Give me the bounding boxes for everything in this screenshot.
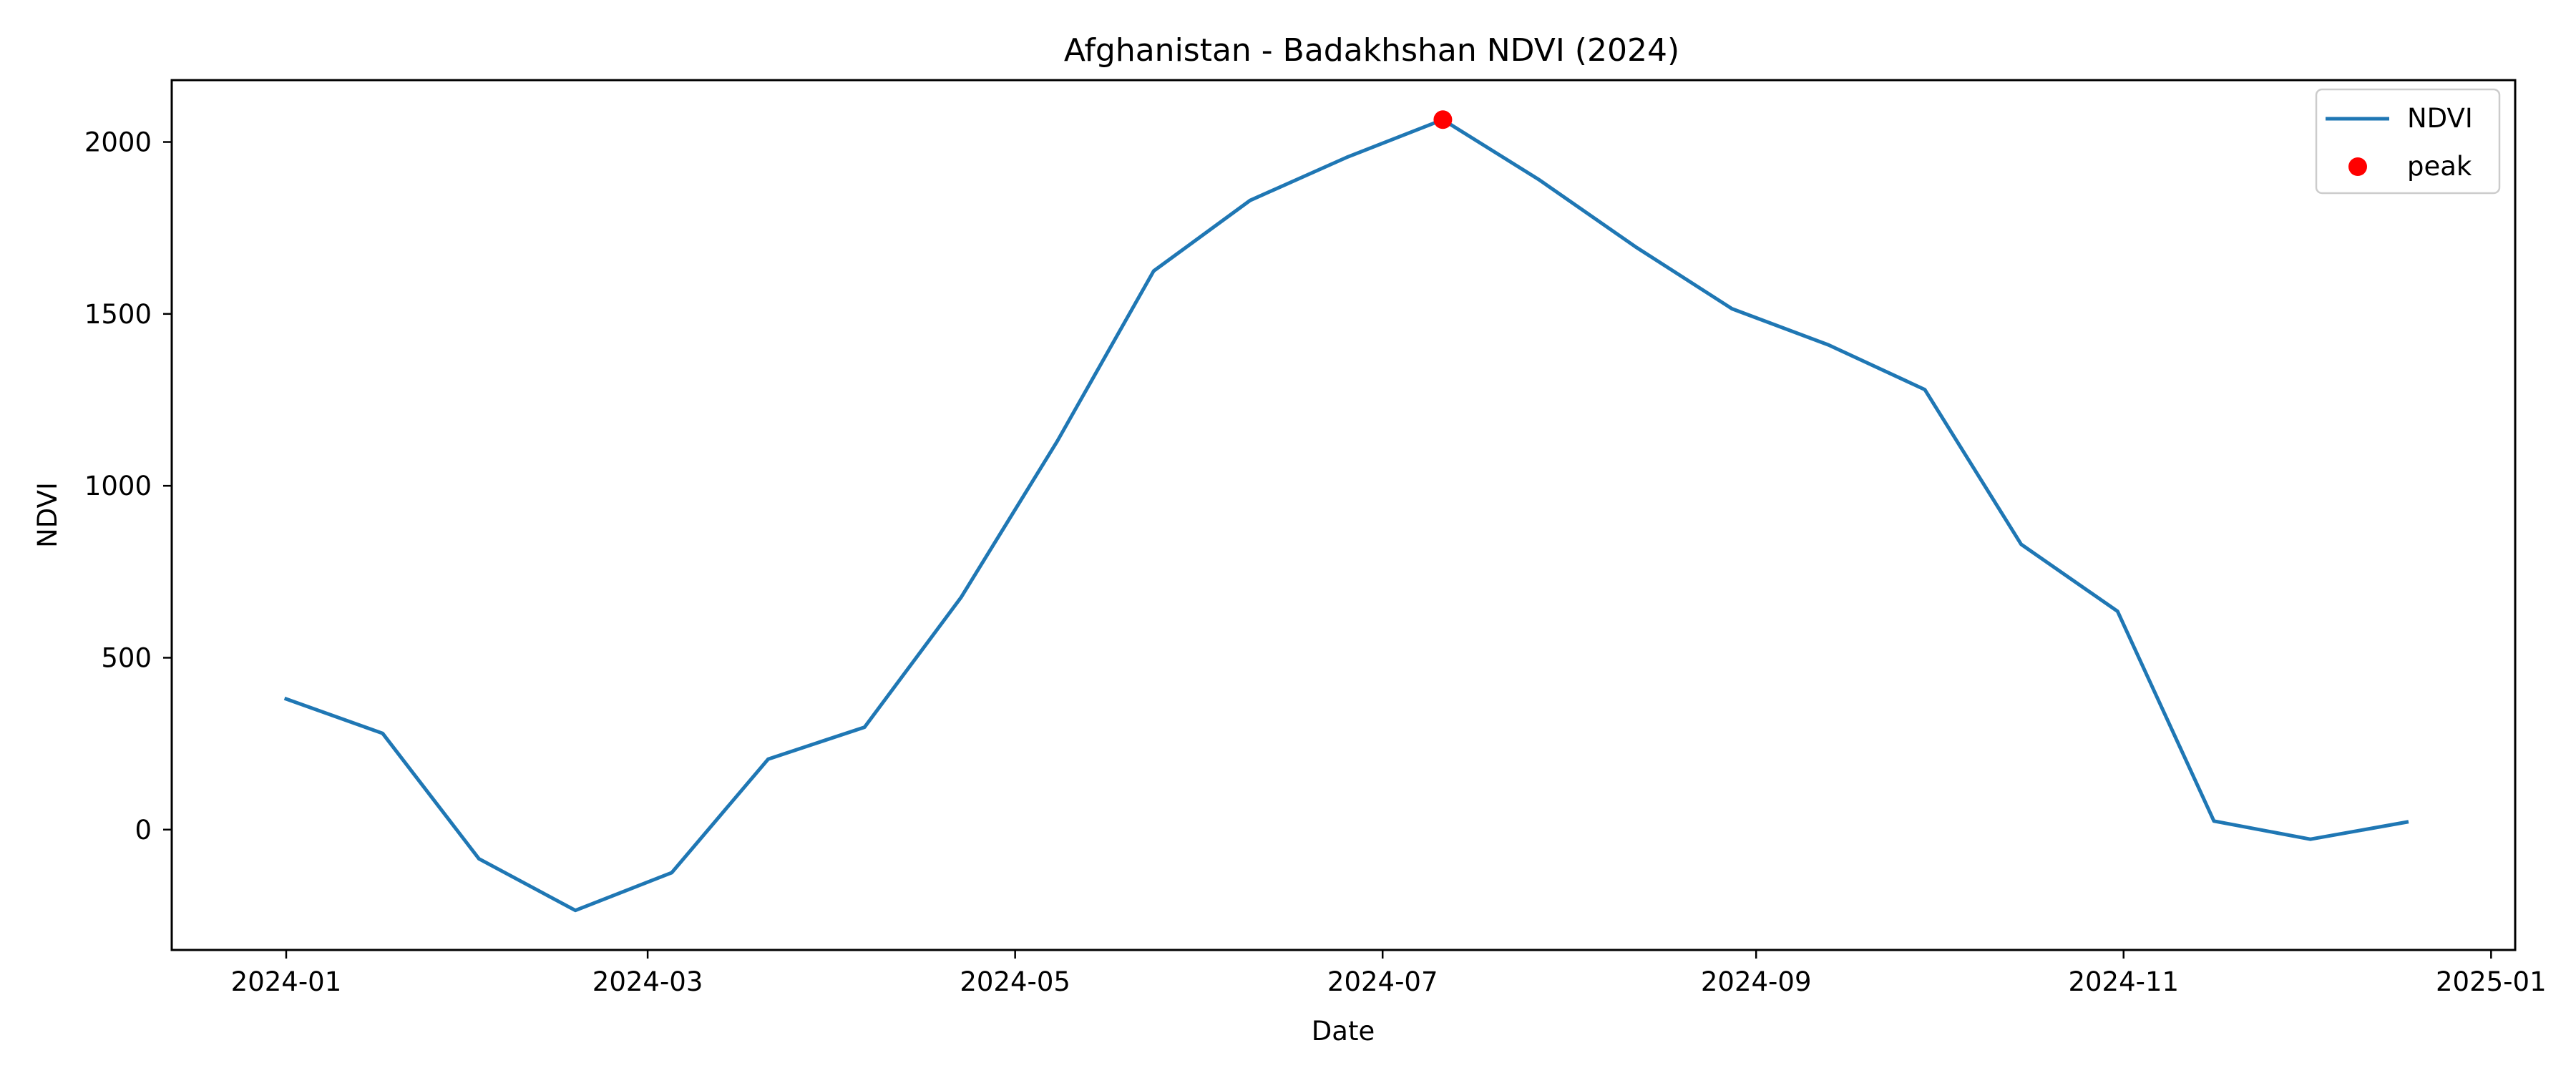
legend-peak-marker <box>2348 157 2367 176</box>
legend-ndvi-label: NDVI <box>2407 103 2473 134</box>
x-tick-label: 2025-01 <box>2436 966 2547 997</box>
peak-point <box>1433 110 1453 129</box>
x-tick-label: 2024-03 <box>592 966 703 997</box>
x-axis-ticks: 2024-01 2024-03 2024-05 2024-07 2024-09 2024-… <box>231 950 2547 997</box>
y-tick-label: 2000 <box>84 127 152 158</box>
y-tick-label: 1000 <box>84 471 152 501</box>
x-tick-label: 2024-05 <box>960 966 1070 997</box>
x-tick-label: 2024-11 <box>2068 966 2179 997</box>
plot-frame <box>170 79 2517 951</box>
y-tick-label: 500 <box>101 642 152 673</box>
y-axis-label: NDVI <box>32 482 63 548</box>
x-axis-label: Date <box>1312 1016 1375 1047</box>
y-tick-label: 1500 <box>84 299 152 330</box>
x-tick-label: 2024-01 <box>231 966 342 997</box>
legend: NDVI peak <box>2315 88 2501 195</box>
x-tick-label: 2024-07 <box>1327 966 1438 997</box>
x-tick-label: 2024-09 <box>1701 966 1812 997</box>
legend-peak-label: peak <box>2407 151 2472 182</box>
chart-title: Afghanistan - Badakhshan NDVI (2024) <box>1064 32 1679 69</box>
y-tick-label: 0 <box>135 815 152 846</box>
ndvi-series-line <box>283 117 2409 913</box>
y-axis-ticks: 0 500 1000 1500 2000 <box>84 127 172 846</box>
